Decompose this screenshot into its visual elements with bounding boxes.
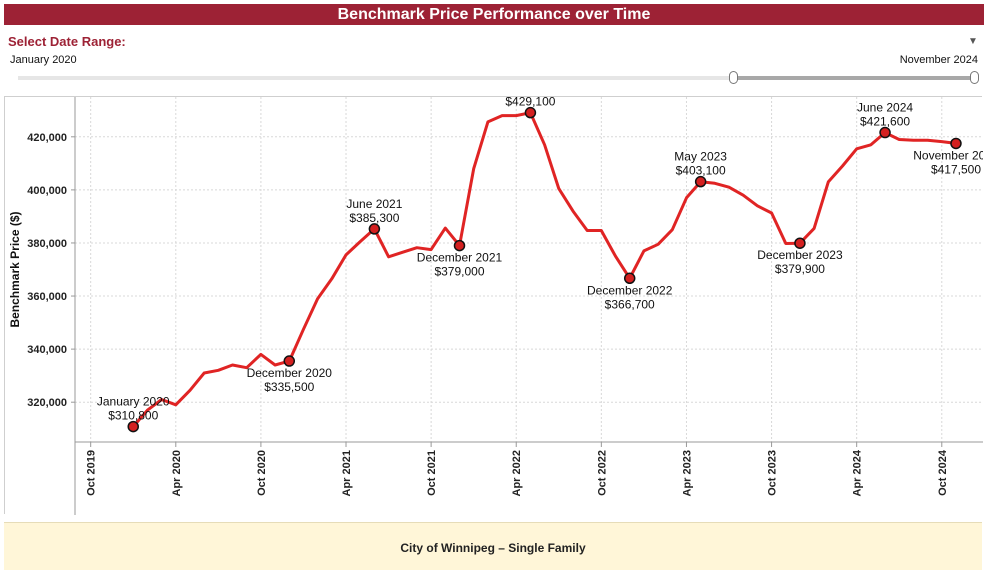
y-tick-label: 340,000: [27, 344, 67, 356]
annotation-price-label: $417,500: [931, 162, 981, 176]
annotation-price-label: $379,000: [434, 265, 484, 279]
annotation-price-label: $421,600: [860, 115, 910, 129]
annotation-month-label: May 2023: [674, 150, 727, 164]
series-line: [132, 111, 957, 428]
annotation-price-label: $310,800: [108, 409, 158, 423]
annotation-month-label: December 2020: [247, 366, 333, 380]
date-range-label: Select Date Range:: [8, 34, 126, 49]
annotation-price-label: $429,100: [505, 97, 555, 109]
data-point-marker[interactable]: [283, 355, 296, 367]
annotation-month-label: June 2024: [857, 101, 913, 115]
x-tick-label: Oct 2022: [596, 450, 608, 496]
data-point-marker[interactable]: [127, 420, 139, 433]
line-chart: 320,000 340,000 360,000 380,000 400,000 420,0…: [8, 81, 986, 515]
data-point-marker[interactable]: [623, 272, 636, 285]
y-tick-label: 360,000: [27, 291, 67, 303]
data-point-marker[interactable]: [453, 239, 466, 252]
annotation-price-label: $366,700: [605, 297, 655, 311]
x-tick-label: Oct 2024: [937, 449, 949, 496]
annotation-month-label: December 2021: [417, 251, 503, 265]
annotation-month-label: November 2024: [913, 148, 983, 162]
y-tick-label: 320,000: [27, 397, 67, 409]
y-axis-title: Benchmark Price ($): [8, 211, 22, 327]
range-end-label: November 2024: [899, 54, 978, 66]
x-tick-label: Apr 2020: [171, 450, 183, 496]
data-point-marker[interactable]: [524, 106, 537, 119]
data-point-marker[interactable]: [694, 175, 707, 188]
data-point-marker[interactable]: [879, 126, 891, 139]
y-tick-label: 400,000: [27, 185, 67, 197]
x-tick-label: Apr 2021: [341, 450, 353, 496]
x-tick-label: Apr 2024: [852, 449, 864, 496]
annotation-month-label: December 2022: [587, 283, 673, 297]
range-start-label: January 2020: [10, 54, 77, 66]
annotation-price-label: $403,100: [676, 164, 726, 178]
x-tick-label: Oct 2020: [256, 450, 268, 496]
data-point-marker[interactable]: [368, 223, 381, 235]
x-tick-label: Apr 2022: [511, 450, 523, 496]
x-tick-label: Oct 2019: [86, 450, 98, 496]
chevron-down-icon[interactable]: ▼: [968, 36, 978, 47]
x-tick-label: Apr 2023: [681, 450, 693, 496]
chart-frame: 320,000 340,000 360,000 380,000 400,000 420,0…: [4, 81, 986, 515]
date-range-slider[interactable]: [18, 76, 978, 80]
annotation-month-label: December 2023: [757, 248, 843, 262]
slider-start-handle[interactable]: [729, 71, 738, 84]
slider-end-handle[interactable]: [970, 71, 979, 84]
data-point-marker[interactable]: [794, 237, 806, 249]
y-tick-label: 380,000: [27, 238, 67, 250]
annotation-price-label: $385,300: [349, 211, 399, 225]
annotation-month-label: June 2021: [346, 197, 402, 211]
y-tick-label: 420,000: [27, 132, 67, 144]
annotation-price-label: $379,900: [775, 262, 825, 276]
annotation-price-label: $335,500: [264, 380, 314, 394]
chart-title-bar: Benchmark Price Performance over Time: [4, 4, 984, 25]
x-tick-label: Oct 2021: [426, 450, 438, 496]
slider-selected-range: [734, 76, 978, 80]
footer-caption: City of Winnipeg – Single Family: [4, 522, 982, 570]
x-tick-label: Oct 2023: [767, 450, 779, 496]
data-point-marker[interactable]: [950, 137, 962, 150]
annotation-month-label: January 2020: [97, 395, 170, 409]
